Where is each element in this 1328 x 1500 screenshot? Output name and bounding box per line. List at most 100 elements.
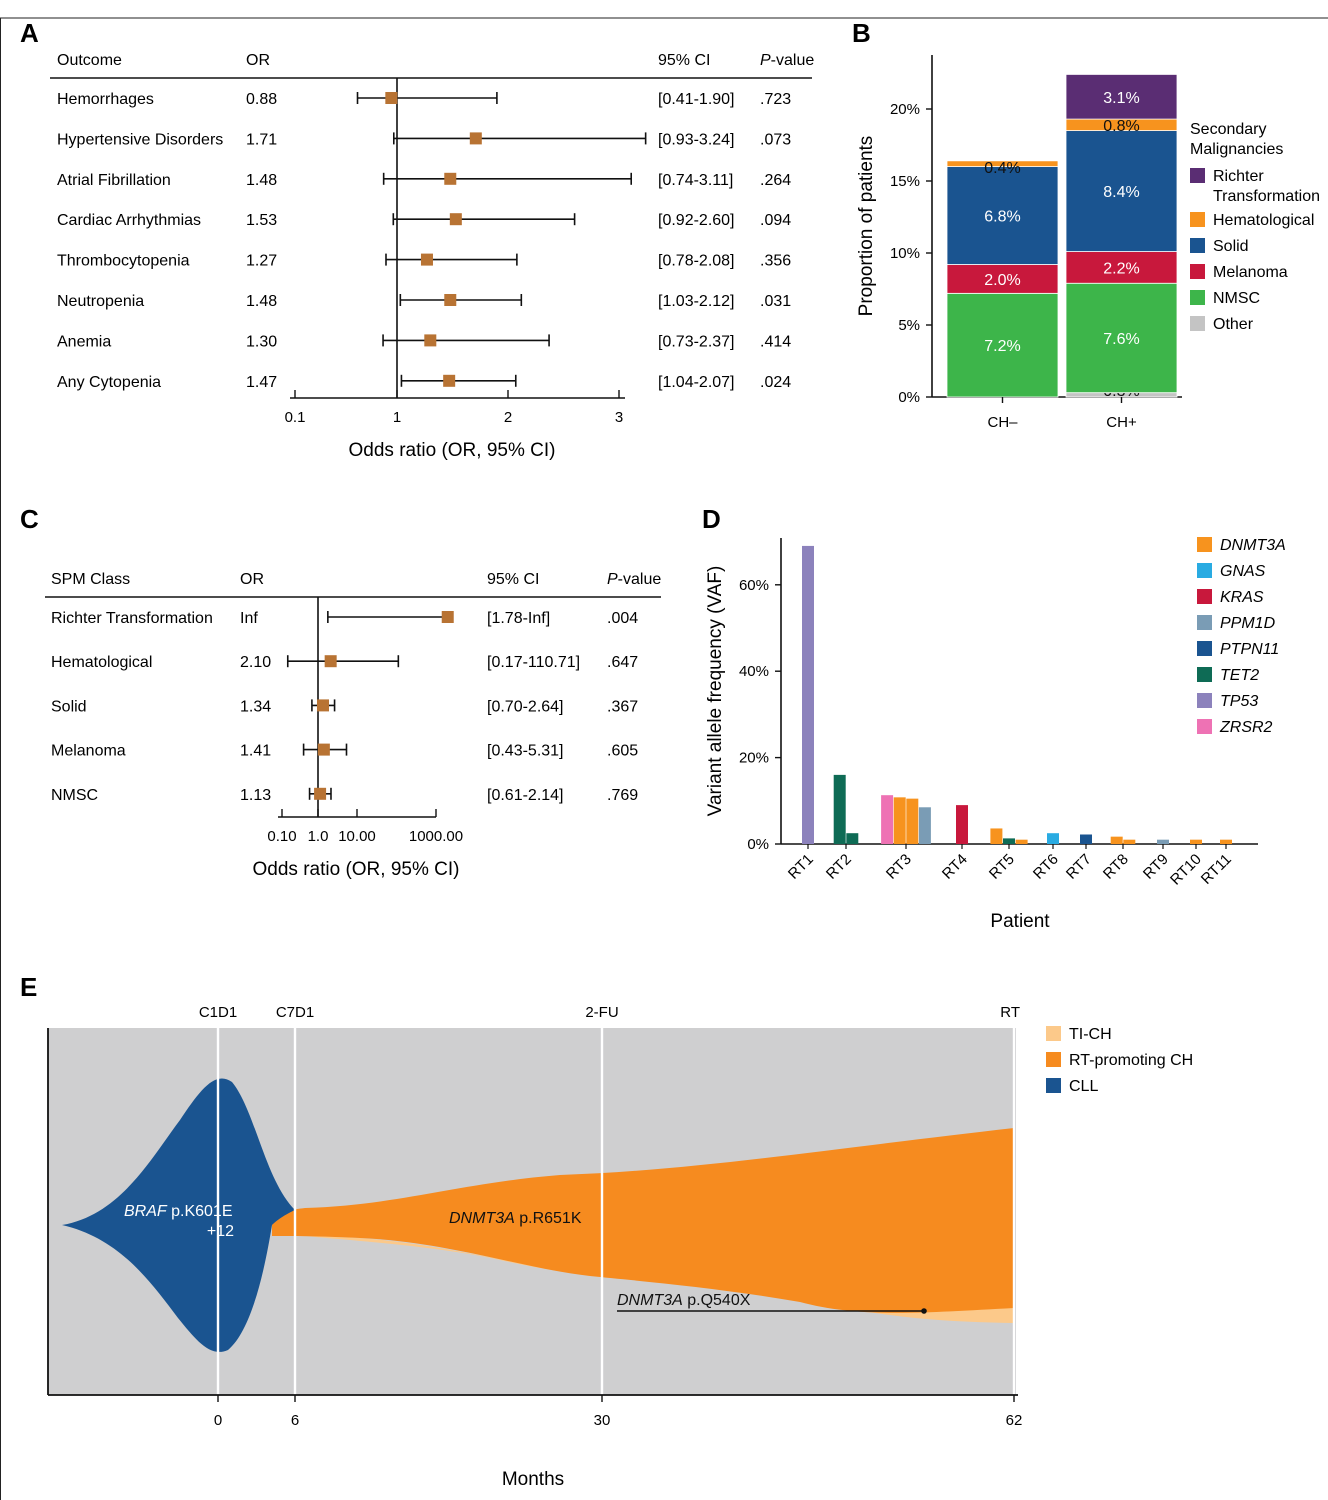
timepoint-label: C1D1 (199, 1004, 237, 1021)
cll-mutation-label: BRAF p.K601E (124, 1203, 233, 1220)
y-tick-label: 15% (890, 173, 920, 190)
legend-label: GNAS (1220, 563, 1266, 580)
y-tick-label: 60% (739, 577, 769, 594)
row-label: Atrial Fibrillation (57, 172, 171, 189)
row-p: .356 (760, 253, 791, 270)
row-ci: [1.04-2.07] (658, 374, 735, 391)
legend-label: Transformation (1213, 188, 1320, 205)
row-ci: [0.78-2.08] (658, 253, 735, 270)
x-tick-label: 2 (504, 409, 512, 426)
bar-segment-label: 7.6% (1103, 331, 1139, 348)
timepoint-label: C7D1 (276, 1004, 314, 1021)
row-or: 1.47 (246, 374, 277, 391)
row-label: Hypertensive Disorders (57, 131, 223, 148)
header-p-value: P-value (607, 571, 661, 588)
row-p: .094 (760, 212, 791, 229)
vaf-bar-tet2 (833, 774, 846, 844)
vaf-bar-dnmt3a (1015, 839, 1028, 844)
vaf-bar-tp53 (802, 545, 814, 844)
y-tick-label: 0% (747, 836, 769, 853)
row-or: 1.34 (240, 698, 271, 715)
bar-segment-label: 2.0% (984, 272, 1020, 289)
row-p: .367 (607, 698, 638, 715)
fish-band-rt-promoting-ch (272, 1128, 1014, 1313)
or-marker (424, 334, 437, 347)
legend-label: TI-CH (1069, 1026, 1112, 1043)
bar-segment-nmsc (946, 292, 1059, 398)
x-tick-label: RT8 (1100, 851, 1132, 883)
or-marker (385, 92, 398, 104)
cll-trisomy-label: +12 (207, 1223, 234, 1240)
legend-swatch-richter (1190, 168, 1205, 183)
vaf-bar-dnmt3a (906, 798, 919, 844)
x-tick-label: 1 (393, 409, 401, 426)
legend-label: Richter (1213, 168, 1264, 185)
header-or: OR (246, 52, 270, 69)
legend-label: RT-promoting CH (1069, 1052, 1193, 1069)
legend-label: Hematological (1213, 212, 1314, 229)
row-label: Thrombocytopenia (57, 253, 190, 270)
legend-swatch (1197, 537, 1212, 552)
or-marker (324, 655, 337, 668)
x-tick-label: RT2 (823, 851, 855, 883)
legend-swatch-solid (1190, 238, 1205, 253)
row-or: 2.10 (240, 654, 271, 671)
y-axis-label: Proportion of patients (856, 136, 877, 317)
row-label: Neutropenia (57, 293, 144, 310)
legend-swatch-nmsc (1190, 290, 1205, 305)
bar-segment-label: 0.4% (984, 160, 1020, 177)
x-tick-label: 3 (615, 409, 623, 426)
x-tick-label: 6 (291, 1412, 299, 1429)
row-p: .073 (760, 131, 791, 148)
row-ci: [0.43-5.31] (487, 743, 564, 760)
panel-letter-b: B (852, 18, 871, 48)
row-or: 1.27 (246, 253, 277, 270)
x-tick-label: RT1 (785, 851, 817, 883)
or-marker (441, 611, 454, 623)
vaf-bar-dnmt3a (893, 797, 906, 844)
bar-segment-solid (946, 166, 1059, 265)
vaf-bar-zrsr2 (881, 795, 894, 844)
x-axis-label: Odds ratio (OR, 95% CI) (253, 859, 460, 880)
row-or: 1.71 (246, 131, 277, 148)
forest-plot-c: SPM Class OR 95% CI P-value Richter Transfor… (45, 571, 661, 880)
fish-plot-e: C1D1 C7D1 2-FU RT 0 6 30 62 Months BRAF p.K601E +1… (47, 1004, 1193, 1490)
y-axis-label: Variant allele frequency (VAF) (705, 566, 726, 817)
row-or: 1.53 (246, 212, 277, 229)
x-axis-label: Odds ratio (OR, 95% CI) (349, 440, 556, 461)
row-ci: [1.03-2.12] (658, 293, 735, 310)
or-marker (444, 172, 457, 185)
fish-band-cll (62, 1078, 295, 1352)
x-tick-label: RT11 (1198, 851, 1235, 888)
vaf-bar-dnmt3a (990, 828, 1003, 844)
bar-segment-solid (1065, 130, 1178, 252)
vaf-bar-ppm1d (918, 807, 931, 844)
timepoint-label: 2-FU (585, 1004, 618, 1021)
legend-label: KRAS (1220, 589, 1264, 606)
legend-swatch-other (1190, 316, 1205, 331)
x-tick-label: RT10 (1167, 851, 1205, 889)
bar-segment-label: 7.2% (984, 338, 1020, 355)
bar-segment-label: 8.4% (1103, 184, 1139, 201)
header-or: OR (240, 571, 264, 588)
header-ci: 95% CI (658, 52, 710, 69)
legend-swatch-cll (1046, 1078, 1061, 1093)
ti-ch-pointer-dot (921, 1308, 927, 1314)
row-or: 1.30 (246, 333, 277, 350)
vaf-bar-chart-d: 0% 20% 40% 60% Variant allele frequency (VAF… (705, 537, 1286, 932)
row-label: Solid (51, 698, 87, 715)
legend-title: Malignancies (1190, 141, 1283, 158)
row-or: 1.48 (246, 172, 277, 189)
legend-label: CLL (1069, 1078, 1098, 1095)
legend-label: Solid (1213, 238, 1249, 255)
row-p: .605 (607, 743, 638, 760)
timepoint-label: RT (1000, 1004, 1020, 1021)
y-tick-label: 0% (898, 389, 920, 406)
x-axis-label: Patient (990, 911, 1050, 932)
or-marker (443, 374, 456, 387)
legend-swatch-rt-promoting-ch (1046, 1052, 1061, 1067)
bar-segment-melanoma (1065, 251, 1178, 284)
row-label: Cardiac Arrhythmias (57, 212, 201, 229)
row-p: .414 (760, 333, 791, 350)
